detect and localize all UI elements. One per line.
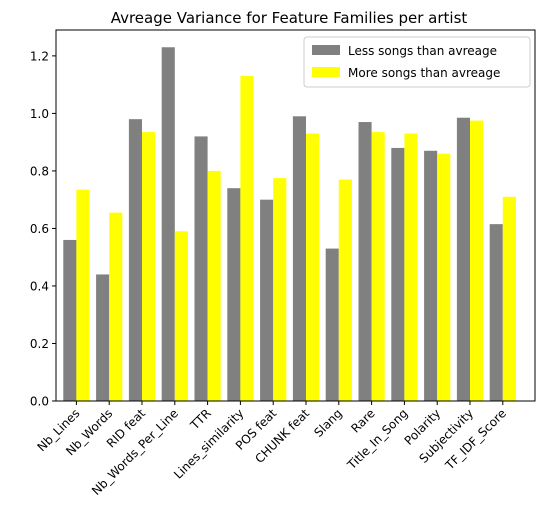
y-tick-label-5: 1.0 <box>30 107 49 121</box>
bar-more-7 <box>306 133 320 401</box>
legend-swatch-0 <box>312 45 340 55</box>
y-tick-label-3: 0.6 <box>30 222 49 236</box>
bar-less-8 <box>325 248 339 401</box>
chart-title: Avreage Variance for Feature Families pe… <box>111 9 468 27</box>
bar-less-2 <box>128 119 142 402</box>
bar-more-2 <box>142 132 156 401</box>
bar-more-13 <box>502 196 516 401</box>
bar-more-1 <box>109 212 123 401</box>
bar-more-4 <box>207 170 221 401</box>
y-tick-label-1: 0.2 <box>30 337 49 351</box>
legend-label-1: More songs than avreage <box>348 66 500 80</box>
bar-less-9 <box>358 122 372 401</box>
legend-label-0: Less songs than avreage <box>348 44 497 58</box>
x-tick-label-8: Slang <box>311 406 345 440</box>
bar-less-1 <box>96 274 110 401</box>
bar-less-5 <box>227 188 241 401</box>
bar-less-12 <box>456 117 470 402</box>
bar-less-0 <box>63 239 77 401</box>
bar-more-5 <box>240 76 254 401</box>
bar-less-7 <box>292 116 306 402</box>
bar-more-12 <box>470 120 484 402</box>
bar-more-10 <box>404 133 418 401</box>
legend-box <box>303 36 531 88</box>
bar-less-6 <box>260 199 274 401</box>
bar-more-9 <box>371 132 385 401</box>
y-tick-label-2: 0.4 <box>30 279 49 293</box>
y-tick-label-0: 0.0 <box>30 395 49 409</box>
bar-less-10 <box>391 147 405 401</box>
x-tick-label-4: TTR <box>187 406 214 433</box>
bar-less-3 <box>161 47 175 402</box>
x-tick-label-9: Rare <box>348 406 377 435</box>
bar-more-3 <box>174 231 188 401</box>
plot-frame <box>55 29 536 402</box>
bar-less-11 <box>424 150 438 401</box>
bar-more-11 <box>437 153 451 401</box>
bar-more-6 <box>273 178 287 401</box>
y-tick-label-4: 0.8 <box>30 164 49 178</box>
legend-swatch-1 <box>312 67 340 77</box>
bar-less-13 <box>489 224 503 401</box>
bar-more-8 <box>338 179 352 401</box>
y-tick-label-6: 1.2 <box>30 49 49 63</box>
y-axis: 0.0 0.2 0.4 0.6 0.8 1.0 1.2 <box>30 49 56 409</box>
bar-less-4 <box>194 136 208 401</box>
bar-more-0 <box>76 189 90 401</box>
legend: Less songs than avreage More songs than … <box>303 36 531 88</box>
bars-group <box>63 47 516 402</box>
